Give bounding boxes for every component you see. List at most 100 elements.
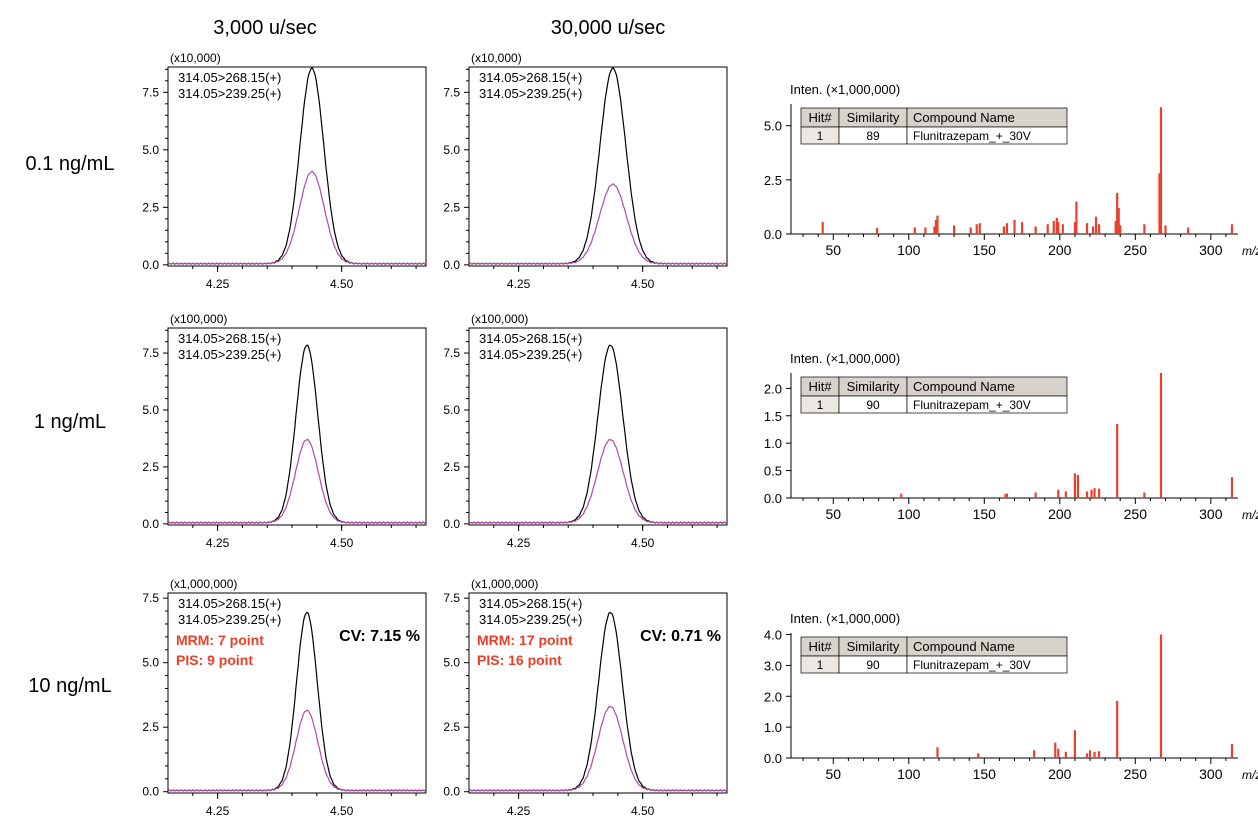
trace-1 <box>468 183 728 265</box>
legend-entry-0: 314.05>268.15(+) <box>479 70 582 85</box>
hit-table-header: Similarity <box>847 379 900 394</box>
spectrum-peak-10 <box>1093 488 1096 498</box>
hit-table-value: 1 <box>817 398 824 412</box>
scale-label: (x1,000,000) <box>471 577 538 591</box>
x-tick-label: 4.25 <box>206 536 230 550</box>
hit-table-header: Similarity <box>847 110 900 125</box>
spectrum-xlabel: m/z <box>1242 508 1258 522</box>
scale-label: (x10,000) <box>471 51 522 65</box>
scale-label: (x1,000,000) <box>170 577 237 591</box>
x-tick-label: 250 <box>1124 242 1148 258</box>
spectrum-peak-26 <box>1097 224 1101 234</box>
spectrum-1: Inten. (×1,000,000) 0.0 0.5 1.0 1.5 2.0 50 100 1… <box>764 351 1258 522</box>
hit-table-cell <box>906 126 1068 145</box>
y-tick-label: 2.5 <box>764 173 782 188</box>
y-tick-label: 1.0 <box>764 720 782 735</box>
trace-1 <box>468 438 728 524</box>
plot-frame <box>468 66 728 267</box>
spectrum-peak-15 <box>1034 226 1037 234</box>
spectrum-peak-25 <box>1094 216 1098 234</box>
y-tick-label: 2.5 <box>443 720 460 734</box>
figure-panels: (x10,000) 0.0 2.5 5.0 7.5 4.25 4.50 314.05>268.… <box>142 51 1258 818</box>
y-tick-label: 0.0 <box>443 785 460 799</box>
legend-entry-0: 314.05>268.15(+) <box>479 596 582 611</box>
spectrum-peak-14 <box>1020 222 1024 234</box>
spectrum-0: Inten. (×1,000,000) 0.0 2.5 5.0 50 100 150 200 2… <box>764 82 1258 258</box>
spectrum-peak-4 <box>1057 748 1060 758</box>
y-tick-label: 0.0 <box>443 517 460 531</box>
spectrum-peak-1 <box>1004 494 1007 498</box>
x-tick-label: 250 <box>1124 766 1148 782</box>
trace-0 <box>167 344 427 524</box>
spectrum-peak-35 <box>1187 227 1190 234</box>
hit-table: Hit# Similarity Compound Name 1 89 Flunitraze… <box>800 107 1068 145</box>
y-tick-label: 7.5 <box>142 591 159 605</box>
spectrum-peak-0 <box>936 747 939 758</box>
spectrum-peak-6 <box>1073 473 1077 498</box>
spectrum-xlabel: m/z <box>1242 244 1258 258</box>
figure-headers: 3,000 u/sec 30,000 u/sec 0.1 ng/mL 1 ng/mL 1… <box>26 17 666 697</box>
spectrum-peak-22 <box>1075 201 1078 234</box>
x-tick-label: 4.25 <box>507 536 531 550</box>
spectrum-peak-7 <box>952 225 956 234</box>
hit-table-cell <box>906 395 1068 414</box>
hit-table-value: 90 <box>866 398 880 412</box>
x-tick-label: 50 <box>825 506 841 522</box>
plot-frame <box>468 327 728 526</box>
row-header-2: 10 ng/mL <box>28 675 111 697</box>
spectrum-peak-6 <box>1073 730 1077 758</box>
x-tick-label: 150 <box>973 766 997 782</box>
spectrum-peak-12 <box>1005 223 1009 234</box>
x-tick-label: 150 <box>973 242 997 258</box>
spectrum-peak-8 <box>969 227 972 234</box>
x-tick-label: 100 <box>897 766 921 782</box>
y-tick-label: 7.5 <box>443 591 460 605</box>
mrm-annotation: MRM: 7 point <box>176 632 264 648</box>
spectrum-peak-5 <box>934 219 938 234</box>
x-tick-label: 50 <box>825 242 841 258</box>
spectrum-peak-15 <box>1230 477 1234 498</box>
y-tick-label: 2.5 <box>142 720 159 734</box>
spectrum-peak-16 <box>1046 224 1049 234</box>
spectrum-peak-3 <box>1034 492 1037 498</box>
y-tick-label: 5.0 <box>443 143 460 157</box>
spectrum-peak-5 <box>1064 751 1067 758</box>
y-tick-label: 5.0 <box>142 143 159 157</box>
legend-entry-1: 314.05>239.25(+) <box>479 86 582 101</box>
x-tick-label: 200 <box>1048 506 1072 522</box>
spectrum-peak-13 <box>1013 219 1016 234</box>
y-tick-label: 7.5 <box>142 85 159 99</box>
spectrum-peak-12 <box>1159 634 1163 758</box>
x-tick-label: 4.25 <box>206 804 230 818</box>
spectrum-peak-30 <box>1119 225 1122 234</box>
chromatogram-1-1: (x100,000) 0.0 2.5 5.0 7.5 4.25 4.50 314.05>268… <box>443 312 728 550</box>
hit-table-cell <box>906 655 1068 674</box>
spectrum-peak-13 <box>1143 492 1146 498</box>
trace-1 <box>167 438 427 524</box>
x-tick-label: 4.50 <box>631 536 655 550</box>
spectrum-peak-2 <box>1033 750 1036 758</box>
hit-table: Hit# Similarity Compound Name 1 90 Flunitraze… <box>800 636 1068 674</box>
x-tick-label: 4.50 <box>330 536 354 550</box>
y-tick-label: 0.0 <box>764 751 782 766</box>
y-tick-label: 2.5 <box>443 460 460 474</box>
column-header-1: 30,000 u/sec <box>551 17 666 39</box>
y-tick-label: 5.0 <box>142 403 159 417</box>
spectrum-peak-1 <box>977 753 980 758</box>
spectrum-peak-0 <box>821 222 824 234</box>
spectrum-peak-9 <box>1090 489 1093 498</box>
spectrum-peak-24 <box>1091 226 1095 234</box>
y-tick-label: 7.5 <box>443 85 460 99</box>
hit-table-header: Compound Name <box>913 639 1015 654</box>
scale-label: (x10,000) <box>170 51 221 65</box>
x-tick-label: 4.50 <box>330 277 354 291</box>
plot-frame <box>468 592 728 794</box>
y-tick-label: 2.5 <box>142 460 159 474</box>
pis-annotation: PIS: 9 point <box>176 652 253 668</box>
spectrum-peak-13 <box>1230 744 1234 758</box>
y-tick-label: 0.0 <box>443 258 460 272</box>
spectrum-ylabel: Inten. (×1,000,000) <box>790 82 900 97</box>
x-tick-label: 4.25 <box>507 804 531 818</box>
legend-entry-0: 314.05>268.15(+) <box>178 70 281 85</box>
spectrum-peak-28 <box>1116 192 1119 234</box>
